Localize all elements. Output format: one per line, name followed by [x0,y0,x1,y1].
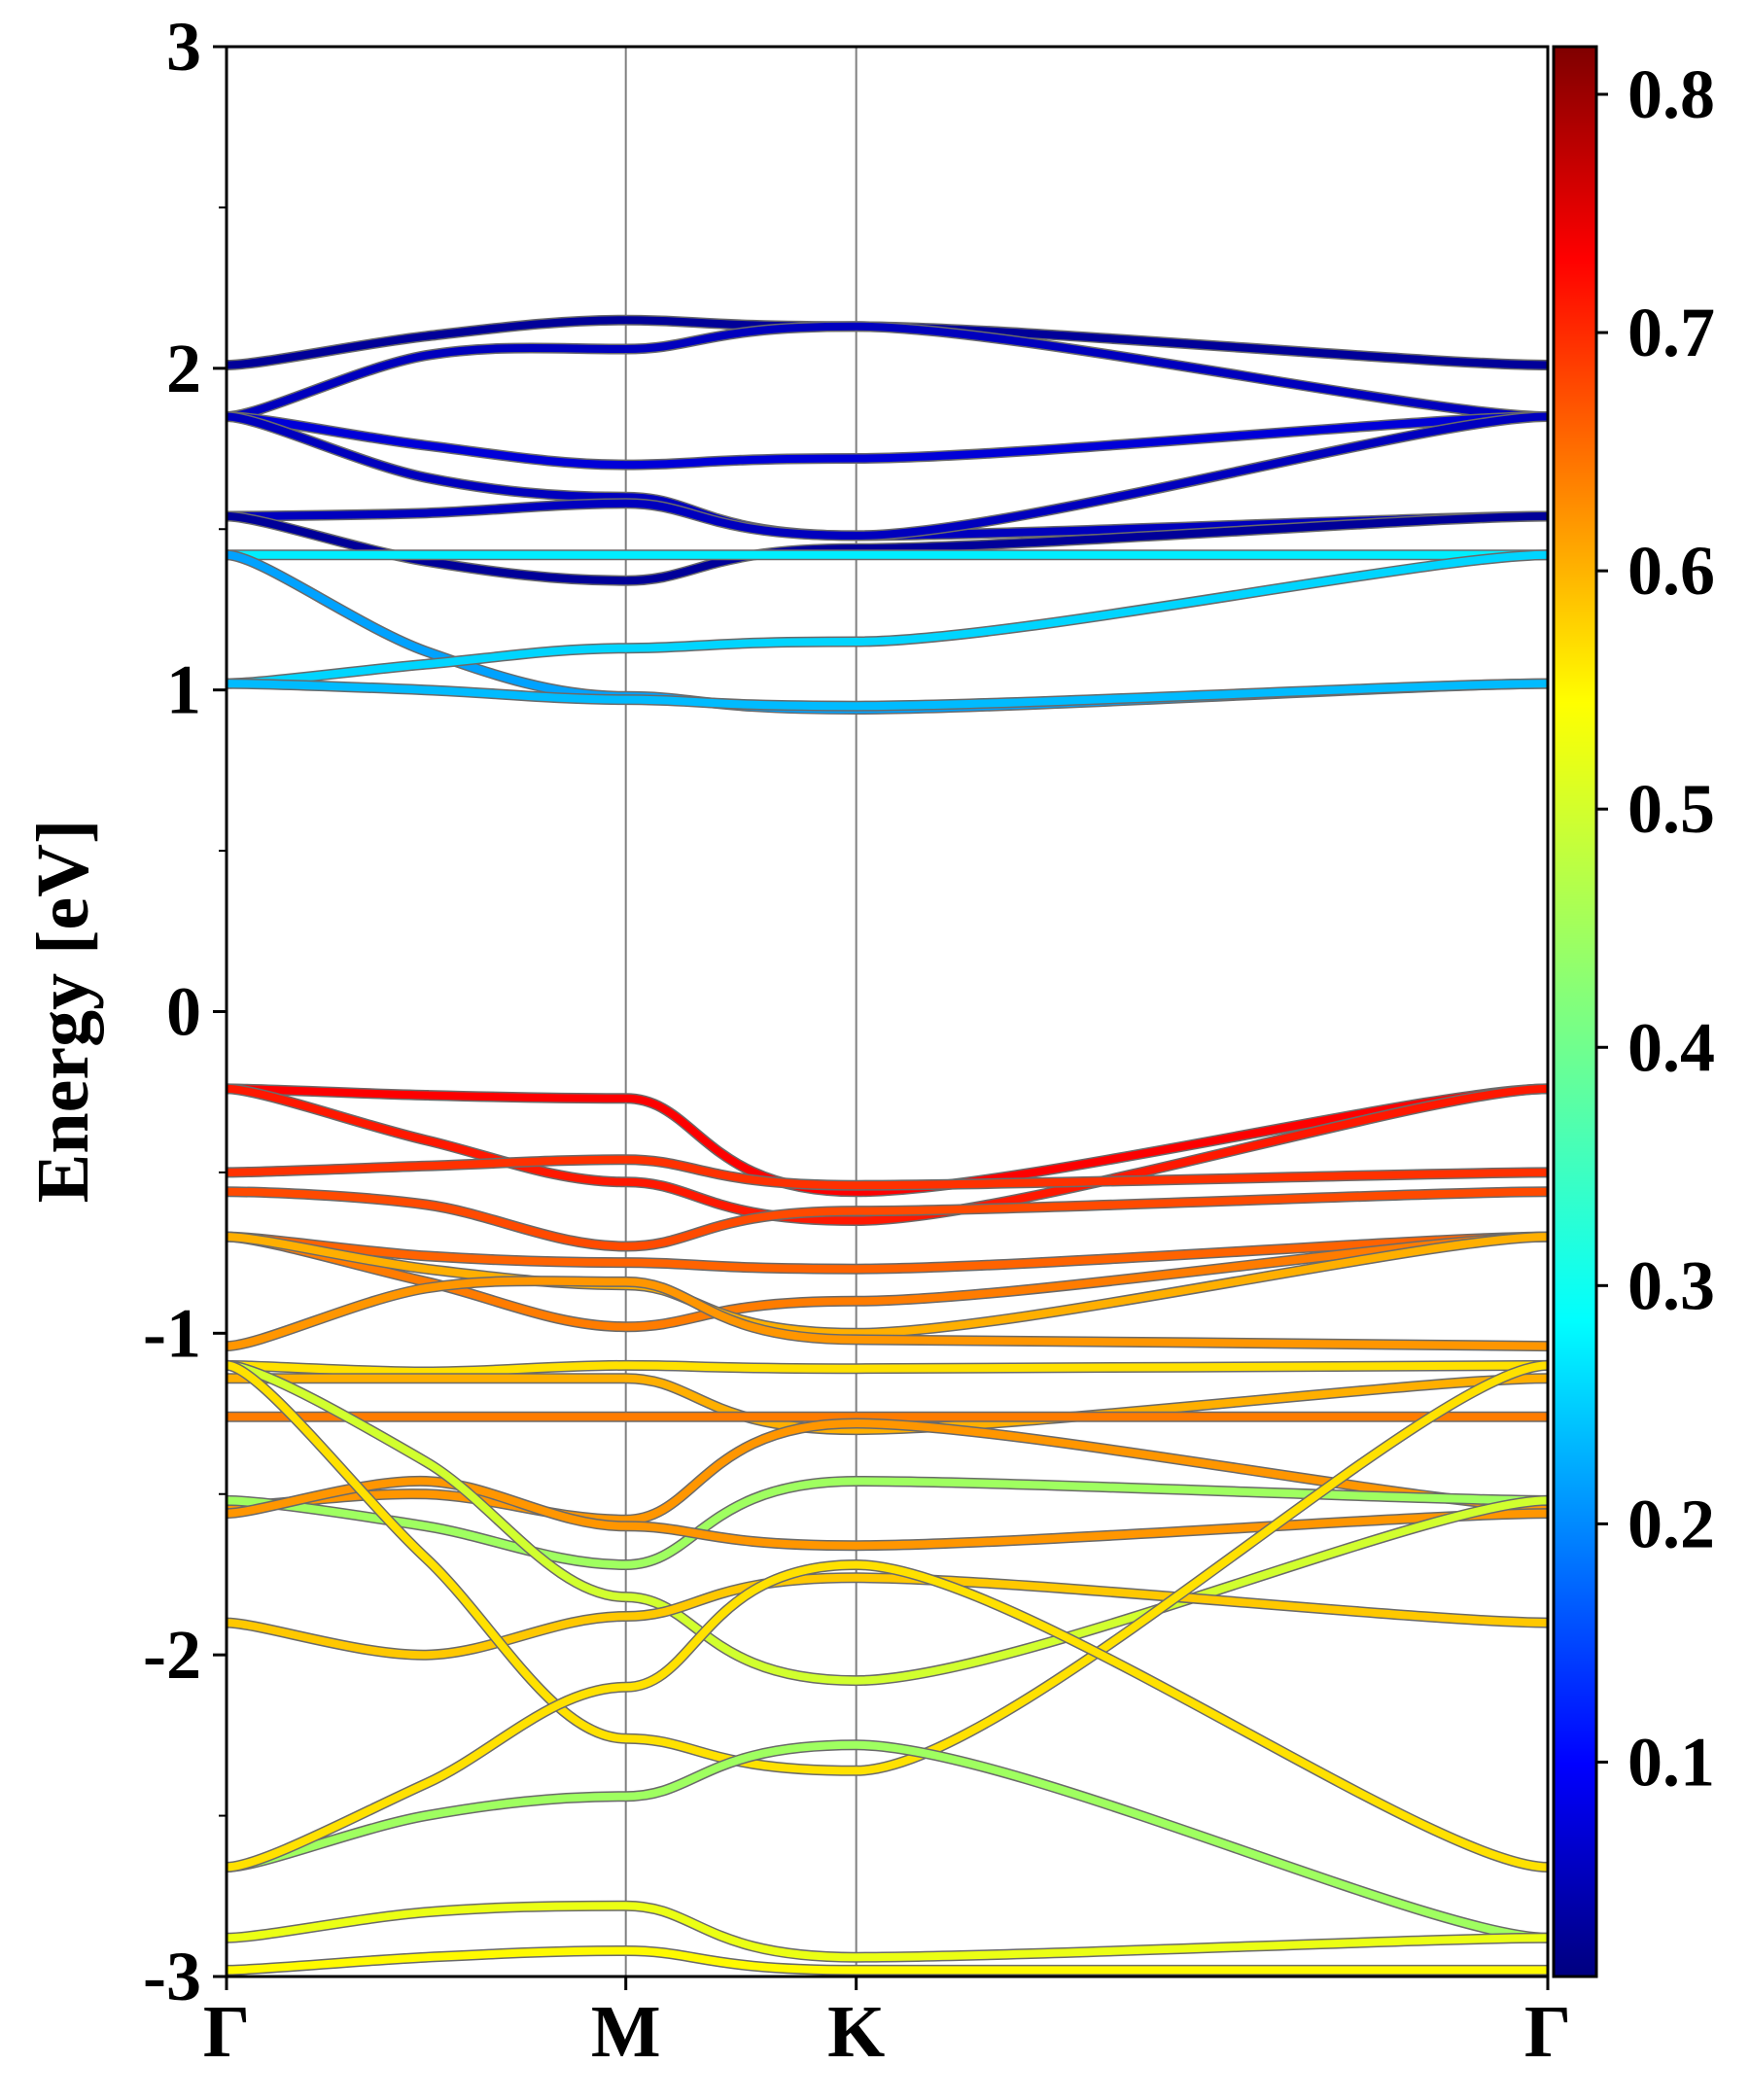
colorbar-tick-label: 0.5 [1628,770,1715,848]
x-tick-label: Γ [203,1991,250,2073]
y-tick-label: 0 [166,973,201,1051]
y-tick-label: 3 [166,8,201,86]
y-tick-label: -2 [143,1616,201,1694]
x-tick-label: K [827,1991,885,2073]
band-28 [227,1740,1548,1942]
band-29 [227,1560,1548,1872]
band-14 [227,1187,1548,1251]
band-3 [227,412,1548,470]
colorbar-tick-label: 0.3 [1628,1246,1715,1324]
band-30 [227,1902,1548,1962]
colorbar-tick-label: 0.7 [1628,294,1715,371]
colorbar-tick-label: 0.1 [1628,1723,1715,1801]
band-13 [227,1155,1548,1190]
band-1 [227,316,1548,369]
band-9 [227,550,1548,688]
band-11 [227,1084,1548,1196]
band-12 [227,1084,1548,1225]
colorbar-tick-label: 0.8 [1628,55,1715,133]
band-5 [227,412,1548,540]
colorbar-tick-label: 0.6 [1628,532,1715,610]
x-tick-label: M [591,1991,661,2073]
band-19 [227,1361,1548,1377]
band-6 [227,512,1548,585]
x-tick-label: Γ [1524,1991,1571,2073]
colorbar-tick-label: 0.4 [1628,1008,1715,1086]
y-tick-label: -1 [143,1294,201,1372]
band-20 [227,1374,1548,1434]
band-25 [227,1361,1548,1685]
band-31 [227,1946,1548,1975]
colorbar [1552,45,1598,1978]
band-16 [227,1233,1548,1331]
colorbar-tick-label: 0.2 [1628,1485,1715,1562]
band-10 [227,680,1548,711]
band-15 [227,1233,1548,1274]
band-26 [227,1573,1548,1660]
band-2 [227,322,1548,421]
y-tick-label: 2 [166,330,201,407]
y-tick-label: -3 [143,1938,201,2015]
y-axis-label: Energy [eV] [22,820,104,1204]
band-24 [227,1477,1548,1550]
y-tick-label: 1 [166,651,201,729]
band-22 [227,1418,1548,1524]
band-18 [227,1277,1548,1350]
band-outline [227,1572,1548,1661]
band-27 [227,1361,1548,1775]
